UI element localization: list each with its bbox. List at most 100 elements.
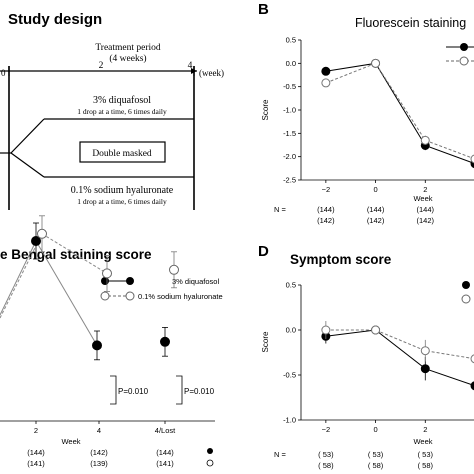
panel-c-x-tick-label: 4 (97, 426, 101, 435)
panel-d-y-tick-label: -1.0 (283, 416, 296, 425)
panel-d-legend-marker-1 (462, 281, 470, 289)
panel-c-data-point (37, 228, 47, 239)
timeline-week-label: (week) (199, 68, 224, 78)
panel-b-plot: (144) (144) (144) (142) (142) (142) (317, 58, 474, 225)
panel-a-title: Study design (8, 11, 102, 28)
panel-b-n-count: (144) (317, 205, 335, 214)
double-masked-label: Double masked (92, 149, 152, 159)
panel-b-y-tick-label: 0.5 (286, 36, 296, 45)
panel-c-series-line-2-lead (0, 233, 43, 319)
panel-c: e Bengal staining score 3% diquafosol 0.… (0, 215, 223, 468)
panel-c-legend-marker-2a (100, 291, 110, 301)
arm-2-name: 0.1% sodium hyaluronate (71, 185, 174, 196)
panel-d-legend-marker-2 (461, 294, 471, 304)
panel-d-x-tick-label: 0 (373, 425, 377, 434)
panel-d-y-tick-label: -0.5 (283, 371, 296, 380)
panel-d-n-count: ( 53) (418, 450, 434, 459)
panel-d-x-tick-label: 2 (423, 425, 427, 434)
panel-d-ticks: -1.0 -0.5 0.0 0.5 −2 0 2 (283, 281, 427, 435)
panel-b-series-line-1 (325, 62, 474, 164)
panel-b-data-point (321, 66, 331, 76)
panel-c-series-line-2 (41, 233, 108, 274)
panel-b-y-tick-label: 0.0 (286, 59, 296, 68)
panel-d-n-count: ( 53) (318, 450, 334, 459)
panel-d-letter: D (258, 243, 269, 260)
branch-upper (10, 118, 45, 154)
arm-1-dose: 1 drop at a time, 6 times daily (77, 107, 167, 116)
panel-b-data-point (420, 135, 430, 145)
panel-d-x-tick-label: −2 (322, 425, 331, 434)
branch-lower (10, 152, 45, 178)
panel-d-data-point (420, 346, 430, 356)
panel-d-data-point (420, 364, 430, 374)
panel-b-x-label: Week (413, 194, 432, 203)
panel-c-title: e Bengal staining score (0, 247, 152, 262)
panel-b-n-count: (144) (417, 205, 435, 214)
timeline-label-2: 2 (99, 61, 104, 71)
panel-b-data-point (470, 154, 474, 164)
panel-c-series-line-1 (35, 240, 98, 346)
panel-b-y-tick-label: -1.0 (283, 106, 296, 115)
timeline-label-4: 4 (188, 61, 193, 71)
panel-d-data-point (321, 325, 331, 335)
arm-1-name: 3% diquafosol (93, 95, 151, 106)
panel-c-data-point (92, 340, 102, 351)
panel-c-n-count: (141) (156, 459, 174, 468)
panel-c-n-count: (142) (90, 448, 108, 457)
panel-c-legend-label-1: 3% diquafosol (172, 277, 219, 286)
panel-c-data-point (169, 264, 179, 275)
panel-b-x-tick-label: 0 (373, 185, 377, 194)
panel-c-data-point (102, 268, 112, 279)
treatment-period-label: Treatment period (95, 43, 161, 53)
panel-c-plot: (144) (142) (144) (141) (139) (141) (0, 215, 179, 468)
panel-b-legend (446, 43, 474, 66)
panel-c-x-tick-label: 4/Lost (155, 426, 176, 435)
panel-b-n-count: (142) (417, 216, 435, 225)
panel-d-data-point (470, 381, 474, 391)
panel-d-n-label: N = (274, 450, 287, 459)
panel-b-y-tick-label: -1.5 (283, 129, 296, 138)
panel-d-y-tick-label: 0.0 (286, 326, 296, 335)
panel-d-data-point (371, 325, 381, 335)
panel-d-n-count: ( 53) (368, 450, 384, 459)
panel-c-bracket-2 (176, 375, 183, 405)
panel-b-y-tick-label: -0.5 (283, 82, 296, 91)
panel-d-data-point (470, 354, 474, 364)
panel-d-title: Symptom score (290, 252, 392, 267)
double-masked-box (79, 141, 166, 163)
panel-b-x-tick-label: −2 (322, 185, 331, 194)
panel-d-series-line-2 (325, 329, 474, 360)
panel-d: D Symptom score Score Week N = -1.0 -0.5 0… (258, 243, 474, 470)
panel-d-y-label: Score (261, 331, 270, 352)
panel-d-n-count: ( 58) (368, 461, 384, 470)
panel-b-data-point (371, 58, 381, 68)
panel-c-data-point (31, 236, 41, 246)
panel-c-n-marker-filled (207, 448, 213, 454)
panel-d-n-count: ( 58) (318, 461, 334, 470)
panel-c-legend-marker-1b (126, 277, 134, 285)
panel-d-n-count: ( 58) (418, 461, 434, 470)
panel-b-ticks: -2.5 -2.0 -1.5 -1.0 -0.5 0.0 0.5 −2 0 2 (283, 36, 427, 195)
panel-d-y-tick-label: 0.5 (286, 281, 296, 290)
panel-d-plot: ( 53) ( 53) ( 53) ( 58) ( 58) ( 58) (318, 321, 474, 470)
panel-b-n-count: (142) (317, 216, 335, 225)
panel-b-series-line-2 (325, 62, 474, 160)
panel-b-y-tick-label: -2.5 (283, 176, 296, 185)
panel-b-n-count: (142) (367, 216, 385, 225)
panel-c-n-count: (141) (27, 459, 45, 468)
panel-c-x-tick-label: 2 (34, 426, 38, 435)
panel-b-title: Fluorescein staining (355, 16, 466, 30)
panel-b-legend-marker-1 (460, 43, 468, 51)
treatment-period-weeks: (4 weeks) (109, 53, 146, 64)
arm-2-dose: 1 drop at a time, 6 times daily (77, 197, 167, 206)
panel-c-legend-label-2: 0.1% sodium hyaluronate (138, 292, 223, 301)
panel-b-legend-marker-2 (459, 56, 469, 66)
panel-b-y-tick-label: -2.0 (283, 152, 296, 161)
panel-b-x-tick-label: 2 (423, 185, 427, 194)
panel-c-n-count: (139) (90, 459, 108, 468)
panel-b: B Fluorescein staining Score Week N = -2… (258, 1, 474, 225)
panel-d-x-label: Week (413, 437, 432, 446)
panel-c-p-value-1: P=0.010 (118, 387, 149, 396)
panel-c-series-line-1-lead (0, 240, 37, 316)
